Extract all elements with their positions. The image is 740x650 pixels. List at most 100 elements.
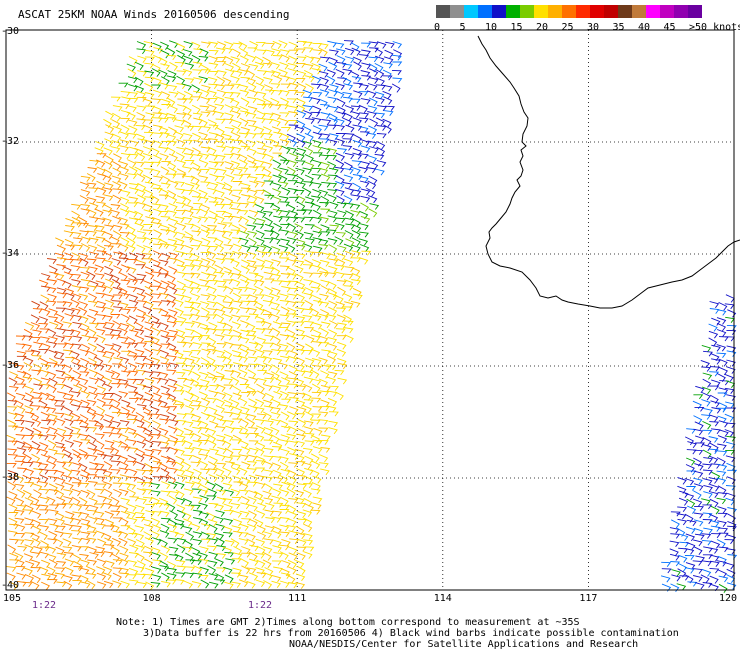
wind-barb [289,453,299,460]
wind-barb [176,413,187,419]
wind-barb [255,75,265,85]
wind-barb [119,427,129,434]
wind-barb [192,189,202,199]
wind-barb [47,475,58,482]
wind-barb [280,468,291,476]
wind-barb [209,420,219,429]
wind-barb [103,285,113,294]
wind-barb [191,215,202,224]
wind-barb [105,299,115,308]
wind-barb [248,474,259,483]
wind-barb [111,398,121,408]
wind-barb [279,524,290,532]
wind-barb [161,104,172,109]
wind-barb [65,244,75,251]
wind-barb [8,362,19,368]
wind-barb [701,386,712,395]
wind-barb [126,225,136,235]
wind-barb [144,285,154,295]
wind-barb [708,414,719,422]
wind-barb [313,152,323,158]
wind-barb [350,194,361,201]
wind-barb [256,510,266,519]
wind-barb [192,454,202,464]
wind-barb [183,497,193,507]
wind-barb [193,384,204,390]
wind-barb [207,371,217,381]
wind-barb [97,468,108,475]
wind-barb [102,502,113,509]
wind-barb [208,160,219,168]
wind-barb [104,414,115,422]
wind-barb [248,376,258,384]
wind-barb [255,294,265,300]
wind-barb [336,314,347,323]
wind-barb [272,446,282,452]
wind-barb [247,264,258,273]
wind-barb [279,314,290,321]
wind-barb [151,434,162,440]
wind-barb [175,448,185,456]
wind-barb [343,112,353,121]
wind-barb [70,299,80,308]
wind-barb [127,460,138,466]
wind-barb [256,103,267,110]
wind-barb [167,355,177,362]
wind-barb [46,434,57,441]
wind-barb [207,225,218,231]
wind-barb [272,159,282,169]
wind-barb [344,168,354,175]
wind-barb [129,146,139,154]
wind-barb [246,334,257,341]
wind-barb [176,328,186,337]
wind-barb [281,126,292,132]
colorbar-swatch [576,5,590,18]
wind-barb [264,223,275,232]
wind-barb [71,496,81,506]
wind-barb [232,448,243,454]
wind-barb [192,440,203,447]
wind-barb [112,329,123,336]
wind-barb [206,532,217,539]
wind-barb [166,456,176,465]
wind-barb [264,230,275,236]
wind-barb [225,425,235,434]
wind-barb [239,364,250,371]
wind-barb [8,503,18,513]
wind-barb [95,230,106,236]
wind-barb [112,125,123,134]
wind-barb [248,209,259,218]
wind-barb [137,182,147,192]
wind-barb [232,62,241,72]
wind-barb [337,286,346,296]
wind-barb [119,322,130,331]
wind-barb [144,537,154,546]
wind-barb [137,497,147,505]
wind-barb [134,218,145,225]
wind-barb [200,301,210,309]
wind-barb [158,117,169,123]
wind-barb [288,82,299,90]
wind-barb [127,132,137,139]
wind-barb [281,560,291,568]
wind-barb [7,469,18,478]
wind-barb [152,301,163,307]
wind-barb [295,369,306,377]
wind-barb [295,238,306,247]
lon-label: 114 [433,593,452,604]
wind-barb [351,47,361,56]
wind-barb [135,418,145,428]
wind-barb [271,48,281,56]
wind-barb [288,210,298,218]
wind-barb [79,195,89,204]
wind-barb [142,573,153,580]
wind-barb [718,336,729,342]
wind-barb [262,476,273,483]
wind-barb [81,236,91,244]
wind-barb [87,406,97,416]
wind-barb [150,363,161,370]
wind-barb [49,509,59,516]
wind-barb [30,336,41,342]
wind-barb [294,126,305,134]
wind-barb [31,369,42,376]
